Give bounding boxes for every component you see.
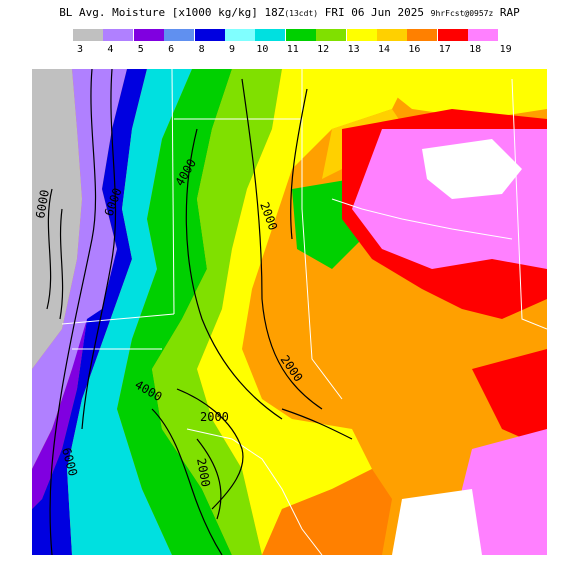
region-cyan: [67, 69, 192, 555]
region-red-2: [472, 349, 547, 449]
title-model: RAP: [499, 6, 520, 19]
region-blue: [32, 69, 147, 555]
legend-tick-label: 18: [469, 44, 482, 55]
contour-label: 6000: [33, 189, 52, 220]
region-south-orange: [262, 469, 392, 555]
legend-tick-label: 14: [377, 44, 391, 55]
legend-swatch: [316, 29, 347, 41]
legend-tick-label: 3: [76, 44, 84, 55]
legend-swatch: [194, 29, 225, 41]
legend-swatch: [103, 29, 134, 41]
legend-tick-label: 4: [107, 44, 114, 55]
legend-swatch: [437, 29, 468, 41]
legend-swatch: [468, 29, 499, 41]
legend-tick-label: 17: [438, 44, 451, 55]
title-date: FRI 06 Jun 2025: [324, 6, 425, 19]
contour-label: 2000: [200, 410, 229, 424]
legend-tick-label: 19: [499, 44, 512, 55]
region-dark-purple: [32, 319, 87, 509]
legend-tick-label: 9: [228, 44, 236, 55]
terrain-contours: [46, 69, 353, 555]
region-white-2: [392, 489, 482, 555]
map-title: BL Avg. Moisture [x1000 kg/kg] 18Z(13cdt…: [0, 6, 579, 19]
legend-tick-label: 5: [137, 44, 144, 55]
title-cycle: (13cdt): [284, 9, 319, 18]
legend-swatch: [225, 29, 255, 41]
title-main: BL Avg. Moisture [x1000 kg/kg] 18Z: [59, 6, 285, 19]
legend-tick-label: 13: [347, 44, 360, 55]
legend-swatch: [133, 29, 164, 41]
region-yellow-2: [362, 69, 547, 119]
state-boundaries: [61, 69, 547, 555]
moisture-map: 6000 4000 2000 2000 2000 4000 2000 6000 …: [32, 69, 547, 555]
legend-swatch: [73, 29, 103, 41]
region-white: [422, 139, 522, 199]
legend-tick-label: 16: [408, 44, 421, 55]
legend-swatch: [346, 29, 377, 41]
legend-swatch: [255, 29, 286, 41]
color-legend: 3 4 5 6 8 9 10 11 12 13 14 16 17 18 19: [0, 0, 579, 60]
region-yellow: [197, 69, 412, 555]
region-light-purple: [32, 69, 127, 469]
legend-tick-label: 6: [168, 44, 175, 55]
legend-tick-label: 12: [317, 44, 330, 55]
legend-tick-label: 8: [198, 44, 205, 55]
title-forecast: 9hrFcst@0957z: [430, 9, 494, 18]
legend-swatch: [164, 29, 195, 41]
legend-swatch: [407, 29, 438, 41]
legend-swatch: [285, 29, 316, 41]
region-green: [117, 69, 232, 555]
legend-swatch: [377, 29, 407, 41]
legend-tick-label: 11: [286, 44, 299, 55]
contour-label: 2000: [194, 457, 213, 488]
region-lime: [152, 69, 282, 555]
legend-tick-label: 10: [256, 44, 269, 55]
